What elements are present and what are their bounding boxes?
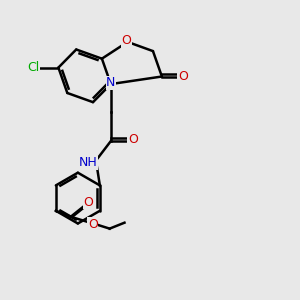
Text: O: O bbox=[178, 70, 188, 83]
Text: O: O bbox=[83, 196, 93, 208]
Text: O: O bbox=[88, 218, 98, 230]
Text: O: O bbox=[121, 34, 131, 47]
Text: N: N bbox=[106, 76, 116, 89]
Text: O: O bbox=[128, 133, 138, 146]
Text: Cl: Cl bbox=[27, 61, 40, 74]
Text: NH: NH bbox=[79, 156, 98, 169]
